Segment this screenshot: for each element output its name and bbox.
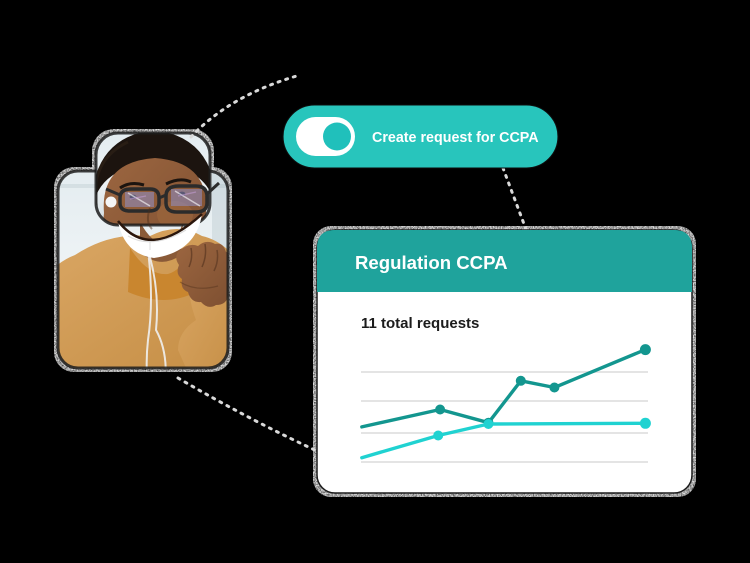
svg-text:Regulation CCPA: Regulation CCPA: [355, 252, 508, 273]
svg-text:11 total requests: 11 total requests: [361, 315, 479, 332]
svg-text:Create request for CCPA: Create request for CCPA: [372, 130, 539, 146]
